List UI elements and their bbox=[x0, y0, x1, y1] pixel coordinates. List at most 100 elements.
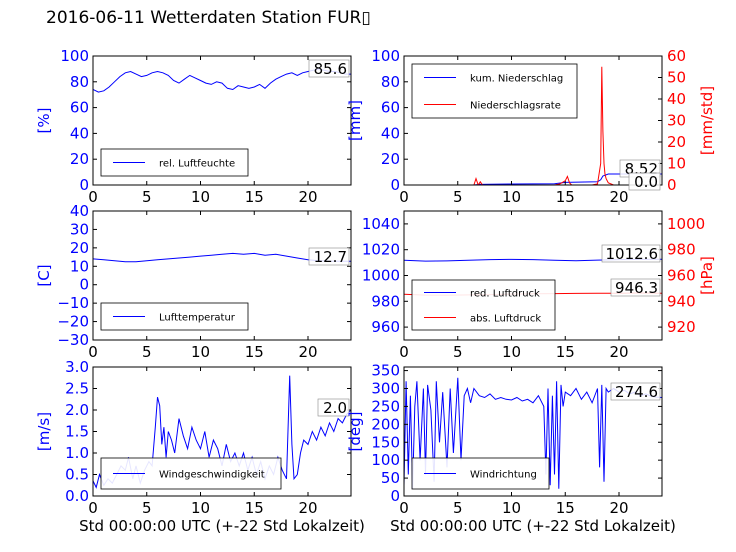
last-value-label: 946.3 bbox=[615, 279, 658, 297]
y-tick-label: −20 bbox=[57, 313, 89, 331]
y-tick-label: 80 bbox=[381, 73, 400, 91]
x-tick-label: 0 bbox=[399, 188, 409, 206]
last-value-label: 0.0 bbox=[634, 173, 658, 191]
legend-box bbox=[411, 279, 556, 331]
y-right-tick-label: 30 bbox=[667, 112, 686, 130]
x-tick-label: 0 bbox=[399, 499, 409, 517]
x-tick-label: 5 bbox=[142, 499, 152, 517]
x-tick-label: 10 bbox=[502, 343, 521, 361]
legend-label: Lufttemperatur bbox=[159, 313, 236, 324]
x-tick-label: 20 bbox=[298, 499, 317, 517]
legend-box bbox=[411, 63, 578, 119]
y-axis-label: [deg] bbox=[346, 412, 364, 452]
y-tick-label: 1.0 bbox=[65, 444, 89, 462]
chart-panel-temperature: 0 5 10 15 20−30−20−10010203040[C]Lufttempera… bbox=[35, 202, 352, 361]
last-value-label: 2.0 bbox=[323, 399, 347, 417]
y-tick-label: 100 bbox=[371, 451, 400, 469]
page-title: 2016-06-11 Wetterdaten Station FUR▯ bbox=[46, 8, 371, 28]
x-tick-label: 10 bbox=[191, 343, 210, 361]
y-tick-label: −10 bbox=[57, 294, 89, 312]
y-right-axis-label: [mm/std] bbox=[698, 86, 716, 155]
x-tick-label: 15 bbox=[245, 499, 264, 517]
x-tick-label: 20 bbox=[298, 188, 317, 206]
chart-panel-pressure: 0 5 10 15 20 960 980 1000 1020 1040 920 940 960 980 10… bbox=[362, 210, 716, 361]
chart-panel-humidity: 0 5 10 15 20 0 20 40 60 80 100 [%] rel. Luftfeuchte 8… bbox=[35, 47, 352, 206]
legend-label: Windrichtung bbox=[470, 470, 537, 481]
x-tick-label: 5 bbox=[142, 343, 152, 361]
x-tick-label: 0 bbox=[88, 188, 98, 206]
y-tick-label: 100 bbox=[60, 47, 89, 65]
y-tick-label: 20 bbox=[381, 150, 400, 168]
plot-frame bbox=[92, 55, 352, 186]
y-right-tick-label: 920 bbox=[667, 318, 696, 336]
y-tick-label: 20 bbox=[70, 239, 89, 257]
y-axis-label: [%] bbox=[35, 108, 53, 134]
y-right-tick-label: 1000 bbox=[667, 215, 705, 233]
y-right-tick-label: 40 bbox=[667, 90, 686, 108]
legend-label: abs. Luftdruck bbox=[470, 314, 541, 325]
y-right-tick-label: 960 bbox=[667, 267, 696, 285]
y-axis-label: [mm] bbox=[346, 100, 364, 141]
last-value-box bbox=[601, 244, 661, 263]
legend-label: Windgeschwindigkeit bbox=[159, 470, 265, 481]
series-line-temperature-0 bbox=[93, 252, 351, 263]
y-tick-label: 2.0 bbox=[65, 401, 89, 419]
y-right-tick-label: 10 bbox=[667, 155, 686, 173]
x-tick-label: 5 bbox=[453, 499, 463, 517]
y-tick-label: 0 bbox=[390, 176, 400, 194]
y-tick-label: 30 bbox=[70, 220, 89, 238]
series-line-wind_direction-0 bbox=[404, 377, 662, 489]
legend-label: kum. Niederschlag bbox=[470, 74, 563, 85]
x-axis-label: Std 00:00:00 UTC (+-22 Std Lokalzeit) bbox=[390, 517, 676, 535]
x-tick-label: 0 bbox=[88, 499, 98, 517]
y-tick-label: 80 bbox=[70, 73, 89, 91]
legend-label: red. Luftdruck bbox=[470, 289, 540, 300]
x-tick-label: 20 bbox=[298, 343, 317, 361]
last-value-box bbox=[317, 398, 350, 417]
y-tick-label: 20 bbox=[70, 150, 89, 168]
y-right-tick-label: 50 bbox=[667, 69, 686, 87]
y-tick-label: 40 bbox=[70, 124, 89, 142]
x-axis-label: Std 00:00:00 UTC (+-22 Std Lokalzeit) bbox=[79, 517, 365, 535]
y-tick-label: 150 bbox=[371, 433, 400, 451]
x-tick-label: 15 bbox=[245, 343, 264, 361]
last-value-label: 1012.6 bbox=[606, 245, 659, 263]
y-tick-label: 0 bbox=[390, 487, 400, 505]
y-tick-label: −30 bbox=[57, 331, 89, 349]
last-value-box bbox=[610, 278, 661, 297]
y-right-axis-label: [hPa] bbox=[698, 256, 716, 295]
x-tick-label: 5 bbox=[142, 188, 152, 206]
chart-panel-precipitation: 0 5 10 15 20 0 20 40 60 80 100 0 10 20 30 40 50 60 [mm] [mm… bbox=[346, 47, 716, 206]
legend-label: Niederschlagsrate bbox=[470, 101, 561, 112]
y-tick-label: 1020 bbox=[362, 241, 400, 259]
x-tick-label: 10 bbox=[191, 188, 210, 206]
y-tick-label: 960 bbox=[371, 318, 400, 336]
x-tick-label: 0 bbox=[88, 343, 98, 361]
last-value-label: 12.7 bbox=[314, 248, 347, 266]
y-axis-label: [m/s] bbox=[35, 412, 53, 451]
y-tick-label: 200 bbox=[371, 415, 400, 433]
y-tick-label: 2.5 bbox=[65, 380, 89, 398]
plot-frame bbox=[403, 366, 663, 497]
last-value-box bbox=[610, 382, 661, 401]
y-tick-label: 50 bbox=[381, 469, 400, 487]
y-tick-label: 40 bbox=[381, 124, 400, 142]
last-value-box bbox=[628, 172, 661, 191]
y-right-tick-label: 980 bbox=[667, 241, 696, 259]
x-tick-label: 5 bbox=[453, 343, 463, 361]
x-tick-label: 15 bbox=[556, 343, 575, 361]
last-value-box bbox=[308, 59, 350, 78]
x-tick-label: 10 bbox=[502, 188, 521, 206]
y-tick-label: 980 bbox=[371, 292, 400, 310]
x-tick-label: 15 bbox=[245, 188, 264, 206]
chart-panel-wind_speed: 0 5 10 15 20 0.0 0.5 1.0 1.5 2.0 2.5 3.0 [m/s] Std 00… bbox=[35, 358, 365, 535]
y-axis-label: [C] bbox=[35, 264, 53, 286]
y-right-tick-label: 60 bbox=[667, 47, 686, 65]
last-value-box bbox=[308, 247, 350, 266]
y-tick-label: 0.0 bbox=[65, 487, 89, 505]
x-tick-label: 0 bbox=[399, 343, 409, 361]
plot-frame bbox=[92, 210, 352, 341]
